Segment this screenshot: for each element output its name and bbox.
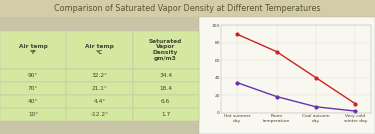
Line: Saturated Vapor Density  gm/m3: Saturated Vapor Density gm/m3 <box>236 81 357 112</box>
Air temp °F <box>235 33 239 35</box>
Saturated Vapor Density  gm/m3 <box>274 96 279 97</box>
Text: Comparison of Saturated Vapor Density at Different Temperatures: Comparison of Saturated Vapor Density at… <box>54 4 321 13</box>
Saturated Vapor Density  gm/m3 <box>235 82 239 83</box>
Air temp °F <box>314 77 318 79</box>
Line: Air temp °F: Air temp °F <box>236 33 357 105</box>
Air temp °F <box>274 51 279 52</box>
Air temp °F <box>353 103 358 105</box>
Saturated Vapor Density  gm/m3 <box>314 106 318 108</box>
Saturated Vapor Density  gm/m3 <box>353 110 358 112</box>
